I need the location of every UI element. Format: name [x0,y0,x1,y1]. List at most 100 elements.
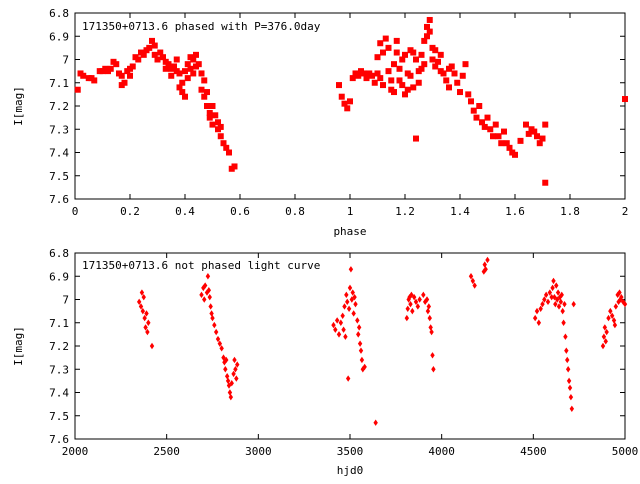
top-data-point [363,75,370,82]
top-x-tick-label: 0 [72,205,79,218]
bottom-data-point [564,347,569,354]
bottom-x-tick-label: 2500 [153,445,180,458]
top-data-point [402,51,408,58]
top-data-point [206,109,213,116]
bottom-x-axis-label: hjd0 [337,464,364,477]
bottom-data-point [613,303,619,310]
bottom-data-point [601,333,607,340]
top-data-point [517,137,524,144]
bottom-y-tick-label: 7 [62,294,69,307]
top-data-point [531,128,538,135]
top-x-tick-label: 1.6 [505,205,525,218]
top-y-tick-label: 7.5 [49,170,69,183]
top-chart-title: 171350+0713.6 phased with P=376.0day [82,20,321,33]
top-y-tick-label: 7.3 [49,123,69,136]
bottom-data-point [617,289,622,296]
top-data-point [374,70,381,77]
bottom-x-tick-label: 4500 [520,445,547,458]
top-data-point [424,33,430,40]
bottom-data-point [331,321,336,329]
top-data-point [217,123,224,130]
bottom-data-point [561,319,566,326]
bottom-data-point [534,307,540,315]
top-data-point [338,93,345,100]
top-data-point [525,130,532,137]
bottom-data-point [223,366,228,373]
bottom-data-point [550,284,555,292]
bottom-data-point [340,312,345,319]
bottom-data-point [600,342,606,350]
top-data-point [173,56,180,63]
bottom-data-point [566,377,572,385]
top-data-point [407,72,414,79]
top-data-point [121,79,128,86]
bottom-data-point [563,333,568,340]
top-x-tick-label: 0.2 [120,205,140,218]
top-data-point [377,40,384,47]
bottom-data-point [410,307,415,315]
top-data-point [380,82,386,89]
bottom-data-point [228,393,234,401]
top-data-point [127,72,133,79]
bottom-data-point [415,303,421,310]
bottom-data-point [215,335,221,343]
bottom-data-point [353,300,358,308]
top-data-point [622,96,628,103]
bottom-data-point [556,303,562,310]
top-y-tick-label: 6.8 [49,7,69,20]
bottom-data-point [540,300,545,308]
bottom-chart-title: 171350+0713.6 not phased light curve [82,259,320,272]
bottom-data-point [343,333,348,340]
top-data-point [435,58,441,65]
top-data-point [523,121,529,128]
bottom-data-point [373,419,378,426]
bottom-data-point [619,293,624,301]
top-data-point [391,89,397,96]
bottom-data-point [543,291,549,299]
bottom-data-point [146,319,151,326]
bottom-data-point [609,312,615,319]
bottom-data-point [212,321,217,329]
top-data-point [490,133,496,140]
bottom-data-point [350,289,355,296]
bottom-data-point [602,324,608,331]
top-data-point [204,103,210,109]
top-data-point [413,56,419,63]
top-data-point [149,37,155,44]
top-data-point [415,79,422,86]
bottom-data-point [606,314,611,322]
bottom-data-point [347,284,353,292]
top-data-point [91,77,98,84]
bottom-data-point [608,307,613,315]
top-data-point [424,23,430,30]
top-data-point [457,89,463,96]
top-data-point [179,89,186,96]
bottom-data-point [565,366,571,373]
bottom-data-point [562,300,567,308]
top-data-point [171,63,177,70]
top-data-point [176,84,183,91]
top-data-point [118,72,125,79]
top-data-point [344,105,351,112]
top-data-point [151,42,158,49]
top-data-point [223,144,230,151]
bottom-data-point [413,298,419,306]
bottom-data-point [470,277,476,285]
bottom-data-point [346,305,352,312]
bottom-data-point [145,328,150,336]
bottom-y-axis-label: I[mag] [12,326,25,366]
bottom-data-point [351,310,356,317]
top-data-point [476,103,483,109]
top-data-point [426,28,433,35]
bottom-data-point [408,300,413,308]
top-data-point [388,77,395,84]
bottom-data-point [202,296,207,303]
bottom-y-tick-label: 7.5 [49,410,69,423]
bottom-y-tick-label: 6.8 [49,247,69,260]
bottom-data-point [141,293,146,301]
top-data-point [360,70,367,77]
bottom-data-point [235,361,240,368]
top-data-point [470,107,477,114]
bottom-x-tick-label: 3500 [337,445,364,458]
top-data-point [459,72,466,79]
